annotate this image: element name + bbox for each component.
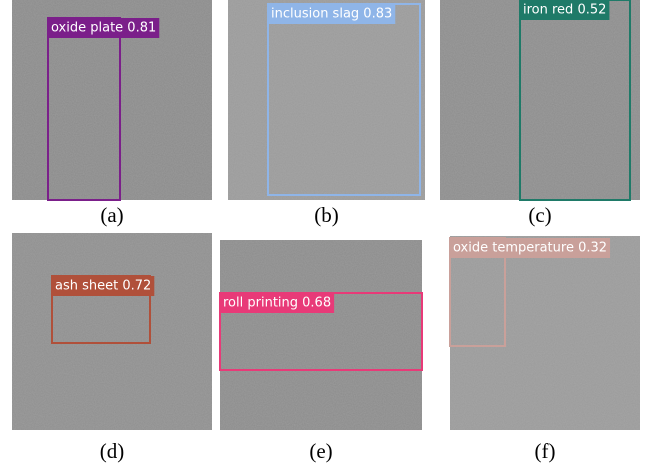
caption: (e): [309, 439, 332, 463]
detection-label: iron red 0.52: [523, 3, 606, 18]
image-texture: [228, 0, 425, 200]
caption: (c): [528, 203, 551, 227]
panel: ash sheet 0.72: [12, 233, 212, 430]
caption: (f): [535, 439, 556, 463]
figure: oxide plate 0.81 (a) inclusion slag 0.83 (b…: [0, 0, 653, 468]
panel: oxide plate 0.81: [12, 0, 212, 200]
detection-label: oxide plate 0.81: [51, 21, 156, 36]
caption: (d): [100, 439, 125, 463]
detection-label: inclusion slag 0.83: [271, 7, 392, 22]
caption: (a): [100, 203, 123, 227]
panel: inclusion slag 0.83: [228, 0, 425, 200]
detection-label: roll printing 0.68: [223, 296, 331, 311]
detection-label: ash sheet 0.72: [55, 279, 151, 294]
panel: oxide temperature 0.32: [450, 236, 640, 430]
image-texture: [440, 0, 640, 200]
image-texture: [220, 240, 422, 430]
caption: (b): [314, 203, 339, 227]
panel: roll printing 0.68: [220, 240, 422, 430]
panel: iron red 0.52: [440, 0, 640, 200]
detection-label: oxide temperature 0.32: [453, 241, 607, 256]
image-texture: [12, 233, 212, 430]
image-texture: [450, 236, 640, 430]
